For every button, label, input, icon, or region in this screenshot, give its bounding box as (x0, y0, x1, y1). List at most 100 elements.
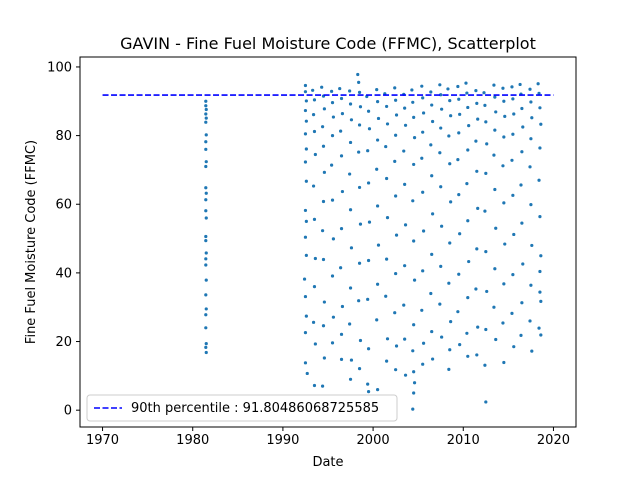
data-point (340, 189, 345, 194)
data-point (357, 123, 362, 127)
data-point (494, 110, 498, 114)
data-point (537, 178, 541, 182)
data-point (403, 264, 407, 268)
data-point (204, 99, 208, 103)
data-point (474, 89, 478, 93)
data-point (305, 371, 309, 376)
data-point (366, 347, 371, 351)
data-point (530, 243, 534, 248)
data-point (448, 348, 452, 352)
data-point (320, 125, 325, 129)
data-point (384, 144, 388, 149)
data-point (204, 239, 208, 243)
data-point (511, 97, 515, 101)
data-point (410, 88, 414, 92)
data-point (312, 383, 317, 388)
data-point (339, 154, 344, 158)
data-point (385, 359, 389, 363)
data-point (474, 287, 478, 291)
data-point (339, 266, 343, 270)
data-point (484, 400, 488, 404)
data-point (385, 337, 390, 341)
data-point (502, 201, 506, 205)
data-point (357, 90, 362, 94)
data-point (366, 149, 370, 153)
data-point (430, 329, 434, 334)
chart-title: GAVIN - Fine Fuel Moisture Code (FFMC), … (120, 34, 536, 53)
data-point (493, 187, 497, 192)
data-point (511, 193, 515, 197)
data-point (403, 373, 408, 377)
data-point (320, 229, 325, 233)
data-point (448, 98, 452, 103)
data-point (485, 289, 489, 294)
data-point (358, 222, 363, 226)
data-point (385, 216, 390, 220)
data-point (519, 183, 523, 187)
data-point (356, 72, 360, 77)
y-tick-label: 100 (47, 60, 72, 75)
data-point (302, 277, 307, 281)
data-point (449, 200, 453, 204)
data-point (366, 109, 371, 113)
data-point (431, 212, 435, 216)
data-point (501, 86, 505, 90)
data-point (394, 344, 399, 348)
data-point (519, 333, 523, 337)
data-point (520, 301, 524, 305)
data-point (339, 96, 344, 101)
data-point (358, 105, 363, 109)
data-point (204, 107, 208, 112)
data-point (303, 108, 308, 113)
data-point (366, 258, 371, 263)
data-point (357, 299, 361, 303)
data-point (340, 304, 345, 309)
data-point (411, 407, 415, 411)
data-point (349, 246, 354, 250)
data-point (539, 122, 543, 126)
data-point (438, 302, 442, 306)
data-point (466, 354, 470, 358)
data-point (303, 235, 308, 239)
data-point (457, 193, 461, 197)
data-point (503, 114, 507, 118)
data-point (476, 117, 480, 121)
data-point (330, 274, 335, 278)
data-point (348, 102, 353, 106)
data-point (493, 128, 497, 132)
data-point (303, 331, 308, 335)
data-point (303, 361, 308, 365)
data-point (348, 377, 353, 381)
data-point (322, 107, 326, 111)
data-point (510, 311, 514, 315)
data-point (394, 194, 398, 198)
data-point (322, 170, 326, 174)
data-point (303, 83, 308, 88)
data-point (456, 84, 460, 89)
data-point (204, 140, 208, 144)
data-points (204, 72, 543, 411)
data-point (204, 350, 208, 355)
data-point (303, 160, 308, 164)
data-point (366, 297, 370, 301)
data-point (464, 81, 468, 85)
data-point (204, 116, 208, 120)
data-point (204, 345, 208, 349)
data-point (367, 220, 372, 224)
data-point (204, 209, 208, 213)
data-point (331, 237, 336, 241)
data-point (366, 390, 371, 394)
data-point (376, 204, 380, 208)
data-point (204, 198, 208, 202)
data-point (402, 149, 406, 153)
data-point (403, 106, 407, 110)
data-point (403, 182, 407, 186)
data-point (358, 338, 363, 343)
data-point (466, 105, 470, 110)
data-point (340, 112, 345, 116)
data-point (331, 115, 336, 119)
data-point (421, 111, 426, 115)
data-point (421, 190, 425, 194)
data-point (348, 208, 353, 212)
data-point (204, 164, 208, 169)
